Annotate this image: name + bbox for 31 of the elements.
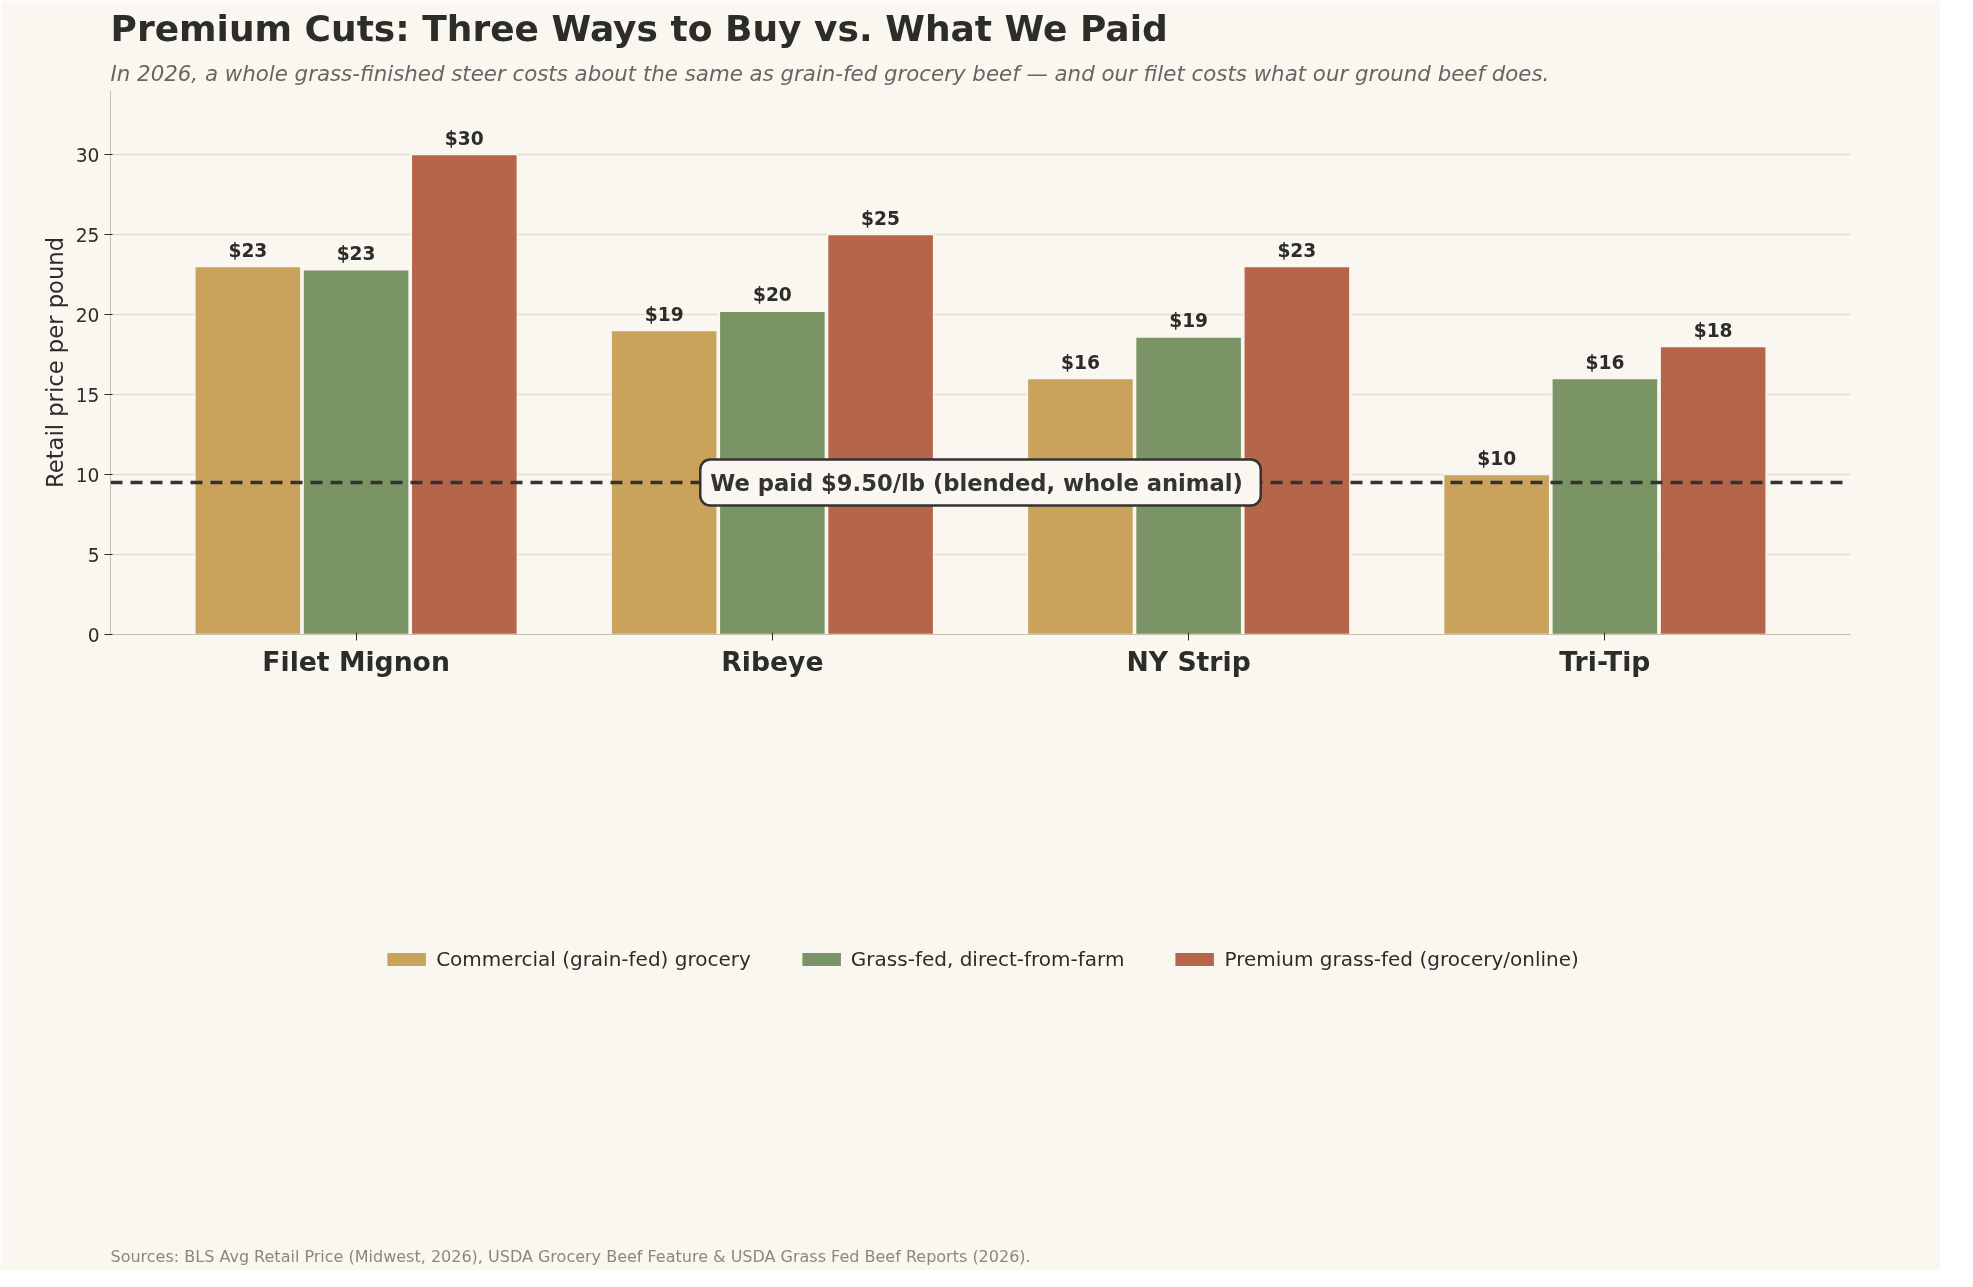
x-tick-label: Ribeye — [721, 645, 824, 677]
data-label: $16 — [1060, 351, 1100, 373]
data-label: $23 — [336, 242, 376, 264]
legend-label: Commercial (grain-fed) grocery — [436, 946, 751, 971]
data-label: $30 — [444, 127, 484, 149]
legend-label: Grass-fed, direct-from-farm — [850, 946, 1125, 971]
y-tick-label: 20 — [75, 304, 100, 326]
data-label: $18 — [1693, 319, 1733, 341]
x-tick-label: Filet Mignon — [262, 645, 450, 677]
data-label: $16 — [1585, 351, 1625, 373]
data-label: $25 — [861, 207, 901, 229]
data-label: $23 — [228, 239, 268, 261]
y-tick-label: 15 — [75, 384, 100, 406]
y-tick-label: 30 — [75, 144, 100, 166]
data-label: $20 — [752, 284, 792, 306]
x-tick-label: Tri-Tip — [1559, 645, 1651, 677]
data-label: $19 — [1169, 309, 1209, 331]
data-label: $10 — [1477, 447, 1517, 469]
y-tick-label: 5 — [87, 544, 100, 566]
x-tick-label: NY Strip — [1126, 645, 1251, 677]
y-axis-title: Retail price per pound — [41, 236, 68, 488]
y-tick-label: 10 — [75, 464, 100, 486]
data-label: $19 — [644, 303, 684, 325]
chart-title: Premium Cuts: Three Ways to Buy vs. What We Paid — [110, 7, 1168, 49]
source-note: Sources: BLS Avg Retail Price (Midwest, 2026), USDA Grocery Beef Feature & USDA Grass Fed Beef Reports (2026). — [110, 1246, 1031, 1266]
chart-subtitle: In 2026, a whole grass-finished steer costs about the same as grain-fed grocery beef — and our filet costs what our ground beef does. — [110, 60, 1550, 86]
legend-label: Premium grass-fed (grocery/online) — [1224, 946, 1579, 971]
y-tick-label: 25 — [75, 224, 100, 246]
y-tick-label: 0 — [87, 624, 100, 646]
ref-line-label: We paid $9.50/lb (blended, whole animal) — [710, 469, 1243, 496]
data-label: $23 — [1277, 239, 1317, 261]
